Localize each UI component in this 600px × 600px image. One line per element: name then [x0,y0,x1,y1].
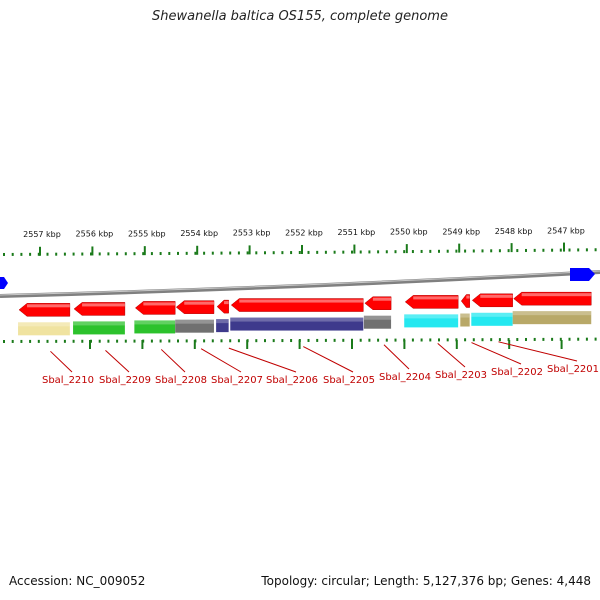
gene-label[interactable]: Sbal_2204 [379,372,431,383]
tick-label: 2555 kbp [128,229,166,238]
gene-band-highlight [73,321,125,326]
gene-leader-line [200,348,242,373]
gene-function-band [175,319,214,333]
gene-label[interactable]: Sbal_2209 [99,375,151,386]
tick-label: 2547 kbp [547,226,585,235]
gene-arrow-track [18,291,592,317]
gene-band-highlight [134,320,176,325]
tick-label: 2551 kbp [338,228,376,237]
tick-label: 2549 kbp [442,227,480,236]
edge-features [0,268,595,289]
gene-leader-line [228,347,297,373]
gene-arrow-highlight [239,299,364,303]
gene-arrow-highlight [413,296,459,300]
gene-label-leader-lines [50,341,578,373]
gene-leader-line [303,346,354,373]
gene-band-highlight [216,319,229,324]
gene-band-highlight [471,312,513,317]
gene-arrow-highlight [372,297,392,301]
gene-arrow-highlight [184,301,214,305]
gene-function-band [230,317,364,331]
gene-arrow-highlight [82,303,125,307]
gene-label[interactable]: Sbal_2201 [547,364,599,375]
genome-summary-text: Topology: circular; Length: 5,127,376 bp… [261,574,591,588]
gene-arrow-highlight [521,293,592,297]
gene-label-row: Sbal_2210 Sbal_2209 Sbal_2208 Sbal_2207 Sbal… [42,364,599,386]
gene-band-highlight [230,317,364,322]
gene-band-highlight [460,313,470,318]
gene-arrow-highlight [224,301,229,305]
right-edge-feature [570,268,595,281]
tick-label: 2556 kbp [76,230,114,239]
gene-leader-line [50,350,73,373]
tick-label: 2548 kbp [495,227,533,236]
gene-function-band [363,315,392,329]
top-tick-row [3,242,597,256]
gene-arrow-highlight [480,294,513,298]
gene-leader-line [105,350,130,373]
gene-leader-line [160,349,186,373]
accession-text: Accession: NC_009052 [9,574,146,588]
gene-function-band [216,319,229,333]
gene-label[interactable]: Sbal_2208 [155,375,207,386]
gene-function-band [18,322,70,336]
gene-function-band [512,311,592,325]
gene-band-highlight [18,322,70,327]
gene-label[interactable]: Sbal_2203 [435,370,487,381]
gene-label[interactable]: Sbal_2205 [323,375,375,386]
gene-function-band [404,314,459,328]
gene-leader-line [437,343,466,368]
gene-arrow-highlight [27,304,70,308]
genome-title: Shewanella baltica OS155, complete genom… [152,9,448,24]
tick-label: 2550 kbp [390,228,428,237]
gene-function-band [134,320,176,334]
gene-function-band-track [18,311,592,336]
gene-band-highlight [512,311,592,316]
gene-function-band [460,313,470,327]
tick-label-row: 2557 kbp 2556 kbp 2555 kbp 2554 kbp 2553 kbp… [23,226,585,238]
gene-band-highlight [404,314,459,319]
gene-arrow-highlight [143,302,176,306]
gene-band-highlight [175,319,214,324]
gene-label[interactable]: Sbal_2206 [266,375,318,386]
tick-label: 2554 kbp [180,229,218,238]
gene-function-band [471,312,513,326]
backbone-highlight [0,270,600,296]
tick-label: 2557 kbp [23,230,61,239]
gene-leader-line [383,344,410,370]
bottom-tick-row [3,337,597,349]
gene-arrow-highlight [466,295,470,299]
genome-backbone [0,270,600,298]
gene-function-band [73,321,125,335]
tick-label: 2553 kbp [233,229,271,238]
gene-label[interactable]: Sbal_2207 [211,375,263,386]
gene-label[interactable]: Sbal_2202 [491,367,543,378]
gene-leader-line [498,341,578,362]
gene-leader-line [471,342,522,365]
tick-label: 2552 kbp [285,228,323,237]
left-edge-feature [0,277,8,289]
gene-band-highlight [363,315,392,320]
gene-label[interactable]: Sbal_2210 [42,375,94,386]
